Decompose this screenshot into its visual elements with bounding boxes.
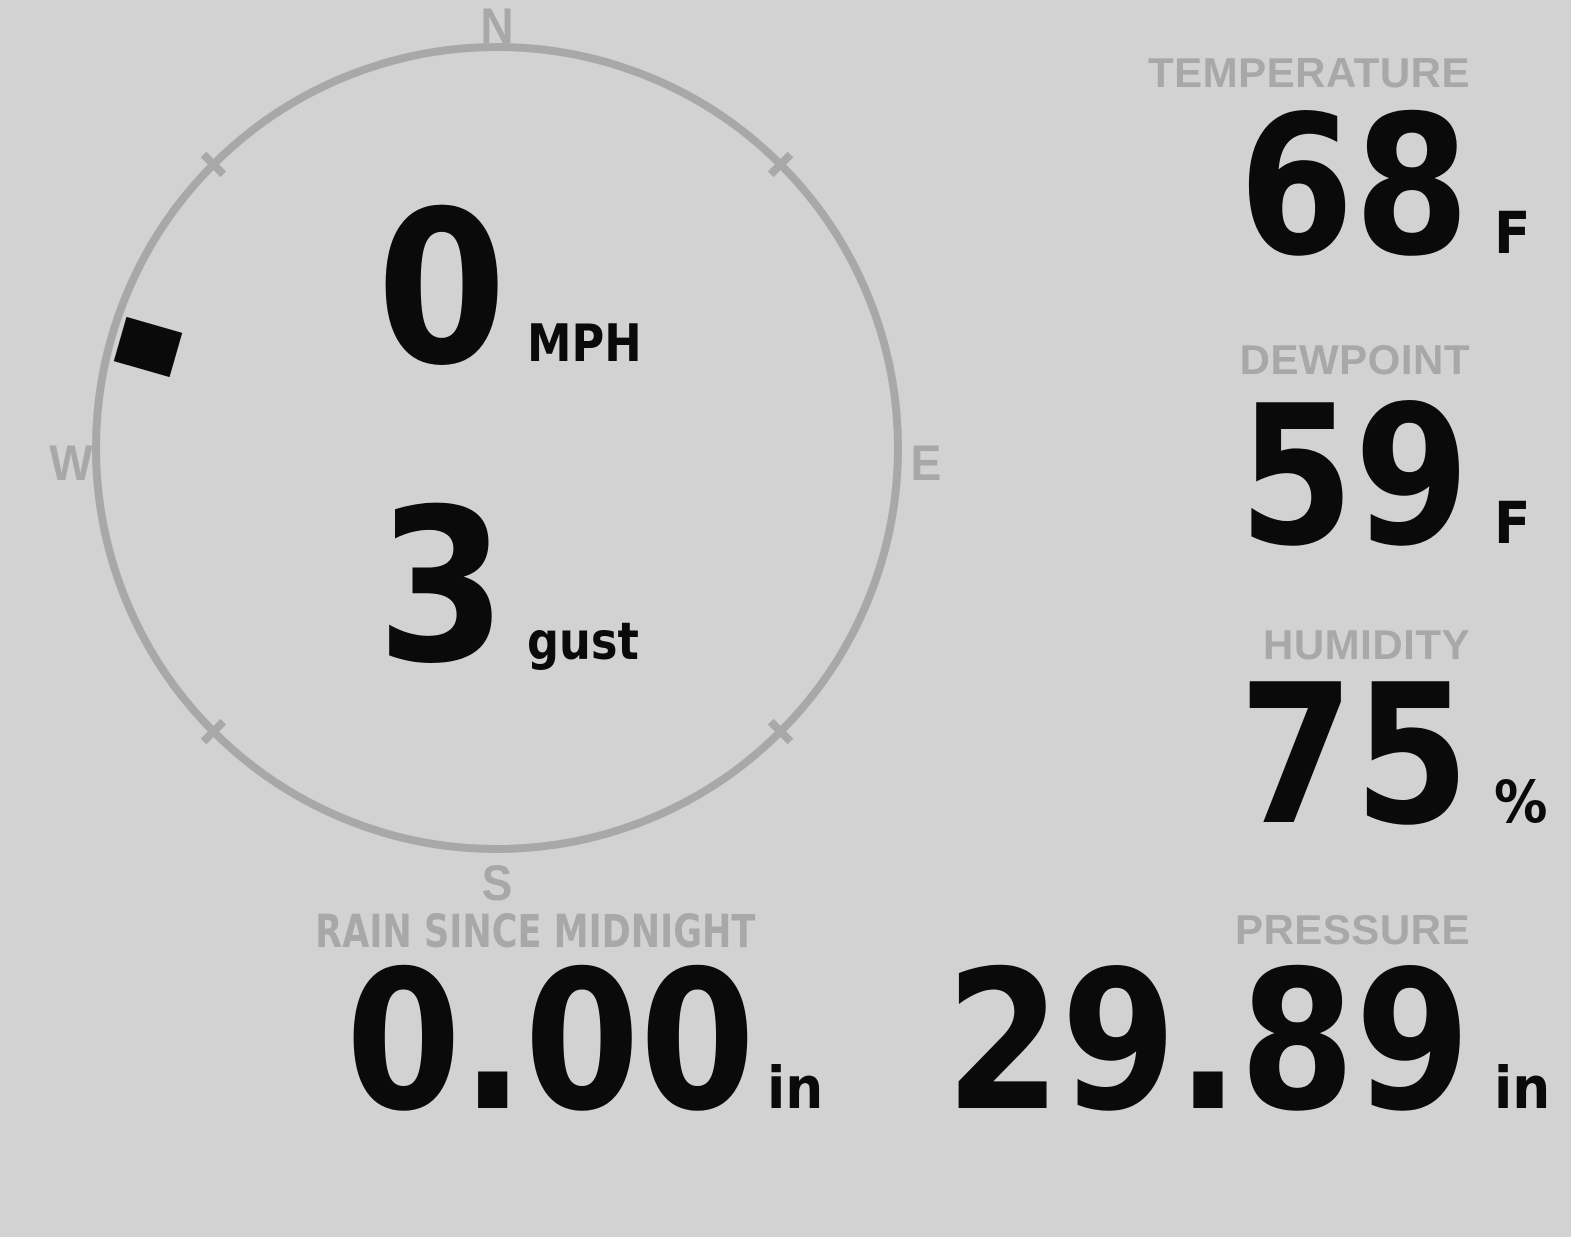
compass-ring (92, 43, 902, 853)
dewpoint-value: 59 (1239, 364, 1470, 589)
rain-value: 0.00 (345, 929, 755, 1154)
temperature-label: TEMPERATURE (1147, 49, 1470, 96)
compass-label-west: W (49, 435, 93, 491)
wind-gust-unit: gust (527, 612, 639, 672)
rain-unit: in (767, 1054, 824, 1122)
compass-label-east: E (910, 435, 942, 491)
wind-speed-unit: MPH (527, 314, 642, 374)
wind-speed-value: 0 (377, 165, 507, 412)
humidity-unit: % (1494, 768, 1548, 836)
compass-diagonal-ticks (200, 151, 794, 745)
compass-tick-sw (200, 718, 227, 745)
wind-direction-pointer (113, 316, 183, 378)
pressure-value: 29.89 (944, 929, 1470, 1154)
humidity-label: HUMIDITY (1263, 621, 1470, 668)
pressure-unit: in (1494, 1054, 1551, 1122)
temperature-value: 68 (1239, 74, 1470, 299)
compass-tick-ne (767, 151, 794, 178)
wind-gust-value: 3 (377, 463, 507, 710)
dewpoint-label: DEWPOINT (1239, 336, 1470, 383)
compass-label-south: S (481, 855, 513, 911)
compass-tick-se (767, 718, 794, 745)
compass-tick-nw (200, 151, 227, 178)
compass-label-north: N (480, 0, 514, 54)
pressure-label: PRESSURE (1234, 906, 1470, 953)
dewpoint-unit: F (1494, 489, 1531, 557)
temperature-unit: F (1494, 199, 1531, 267)
rain-label: RAIN SINCE MIDNIGHT (314, 905, 755, 958)
humidity-value: 75 (1239, 643, 1470, 868)
